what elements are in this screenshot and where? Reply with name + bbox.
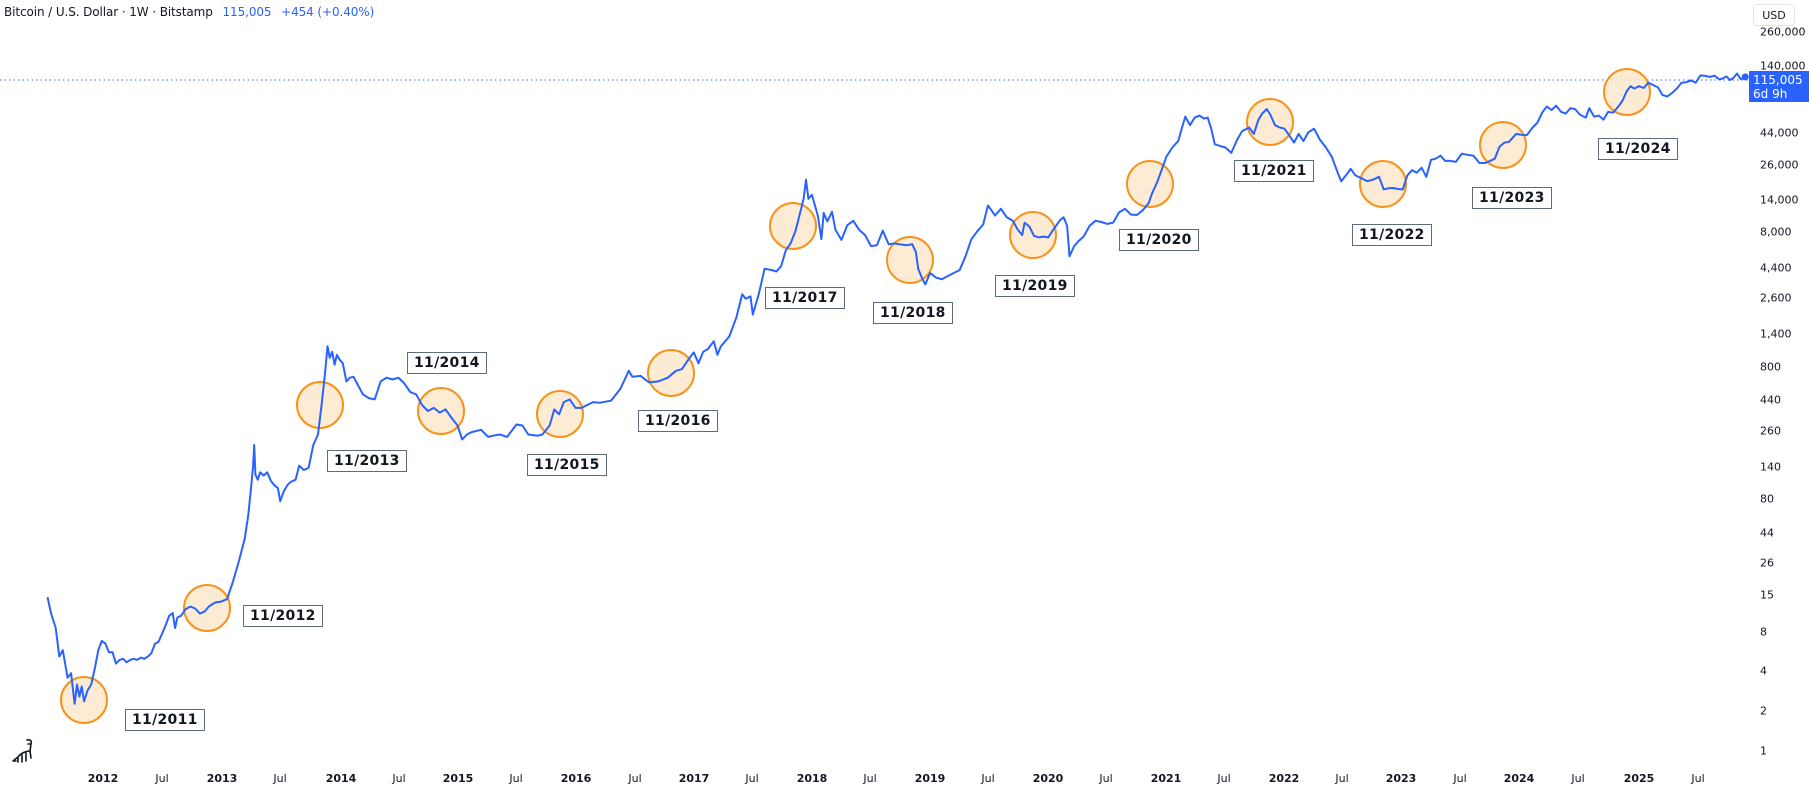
annotation-label: 11/2015 — [527, 454, 607, 476]
y-axis-label: 80 — [1760, 492, 1774, 506]
last-price: 115,005 — [222, 5, 272, 19]
y-axis-label: 2 — [1760, 704, 1767, 718]
x-axis-label: Jul — [1099, 772, 1113, 785]
price-change: +454 (+0.40%) — [281, 5, 375, 19]
x-axis-label: Jul — [155, 772, 169, 785]
halving-circle — [1246, 98, 1294, 146]
y-axis-label: 260 — [1760, 424, 1781, 438]
annotation-label: 11/2020 — [1119, 229, 1199, 251]
x-axis-label: Jul — [273, 772, 287, 785]
x-axis-label: 2012 — [87, 772, 119, 785]
annotation-label: 11/2013 — [327, 450, 407, 472]
price-line — [46, 72, 1746, 705]
halving-circle — [1359, 160, 1407, 208]
tradingview-logo-icon[interactable] — [10, 738, 38, 764]
x-axis-label: Jul — [981, 772, 995, 785]
x-axis-label: Jul — [628, 772, 642, 785]
x-axis-label: Jul — [509, 772, 523, 785]
current-price-tag: 115,005 6d 9h — [1749, 71, 1809, 102]
x-axis-label: 2013 — [206, 772, 238, 785]
y-axis-label: 140 — [1760, 460, 1781, 474]
y-axis-label: 1,400 — [1760, 327, 1792, 341]
x-axis-label: 2014 — [325, 772, 357, 785]
halving-circle — [886, 236, 934, 284]
y-axis-label: 15 — [1760, 588, 1774, 602]
y-axis-label: 26,000 — [1760, 158, 1799, 172]
x-axis-label: 2019 — [914, 772, 946, 785]
annotation-label: 11/2018 — [873, 302, 953, 324]
x-axis-label: Jul — [1571, 772, 1585, 785]
annotation-label: 11/2021 — [1234, 160, 1314, 182]
x-axis-label: 2021 — [1150, 772, 1182, 785]
y-axis-label: 4 — [1760, 664, 1767, 678]
y-axis-label: 26 — [1760, 556, 1774, 570]
x-axis-label: 2016 — [560, 772, 592, 785]
annotation-label: 11/2017 — [765, 287, 845, 309]
annotation-label: 11/2012 — [243, 605, 323, 627]
halving-circle — [296, 381, 344, 429]
y-axis-label: 44 — [1760, 526, 1774, 540]
x-axis-label: 2015 — [442, 772, 474, 785]
x-axis-label: 2017 — [678, 772, 710, 785]
symbol-header: Bitcoin / U.S. Dollar · 1W · Bitstamp 11… — [4, 5, 374, 19]
last-price-dot — [1741, 73, 1749, 81]
x-axis-label: 2020 — [1032, 772, 1064, 785]
annotation-label: 11/2024 — [1598, 138, 1678, 160]
y-axis-label: 260,000 — [1760, 25, 1806, 39]
y-axis-label: 44,000 — [1760, 126, 1799, 140]
annotation-label: 11/2016 — [638, 410, 718, 432]
x-axis-label: Jul — [392, 772, 406, 785]
y-axis-label: 8,000 — [1760, 225, 1792, 239]
y-axis-label: 8 — [1760, 625, 1767, 639]
x-axis-label: Jul — [1691, 772, 1705, 785]
x-axis-label: 2024 — [1503, 772, 1535, 785]
annotation-label: 11/2022 — [1352, 224, 1432, 246]
y-axis-label: 4,400 — [1760, 261, 1792, 275]
x-axis-label: 2025 — [1623, 772, 1655, 785]
annotation-label: 11/2019 — [995, 275, 1075, 297]
annotation-label: 11/2014 — [407, 352, 487, 374]
x-axis-label: Jul — [1453, 772, 1467, 785]
annotation-label: 11/2023 — [1472, 187, 1552, 209]
x-axis-label: Jul — [1335, 772, 1349, 785]
y-axis-label: 2,600 — [1760, 291, 1792, 305]
y-axis-label: 440 — [1760, 393, 1781, 407]
x-axis-label: 2023 — [1385, 772, 1417, 785]
x-axis-label: 2018 — [796, 772, 828, 785]
x-axis-label: Jul — [745, 772, 759, 785]
symbol-title: Bitcoin / U.S. Dollar · 1W · Bitstamp — [4, 5, 213, 19]
price-tag-value: 115,005 — [1753, 73, 1803, 87]
y-axis-label: 800 — [1760, 360, 1781, 374]
x-axis-label: Jul — [863, 772, 877, 785]
halving-circle — [647, 349, 695, 397]
x-axis-label: 2022 — [1268, 772, 1300, 785]
currency-button[interactable]: USD — [1753, 4, 1795, 26]
y-axis-label: 1 — [1760, 744, 1767, 758]
x-axis-label: Jul — [1217, 772, 1231, 785]
annotation-label: 11/2011 — [125, 709, 205, 731]
y-axis-label: 140,000 — [1760, 59, 1806, 73]
y-axis-label: 14,000 — [1760, 193, 1799, 207]
price-tag-countdown: 6d 9h — [1753, 87, 1788, 101]
halving-circle — [769, 202, 817, 250]
